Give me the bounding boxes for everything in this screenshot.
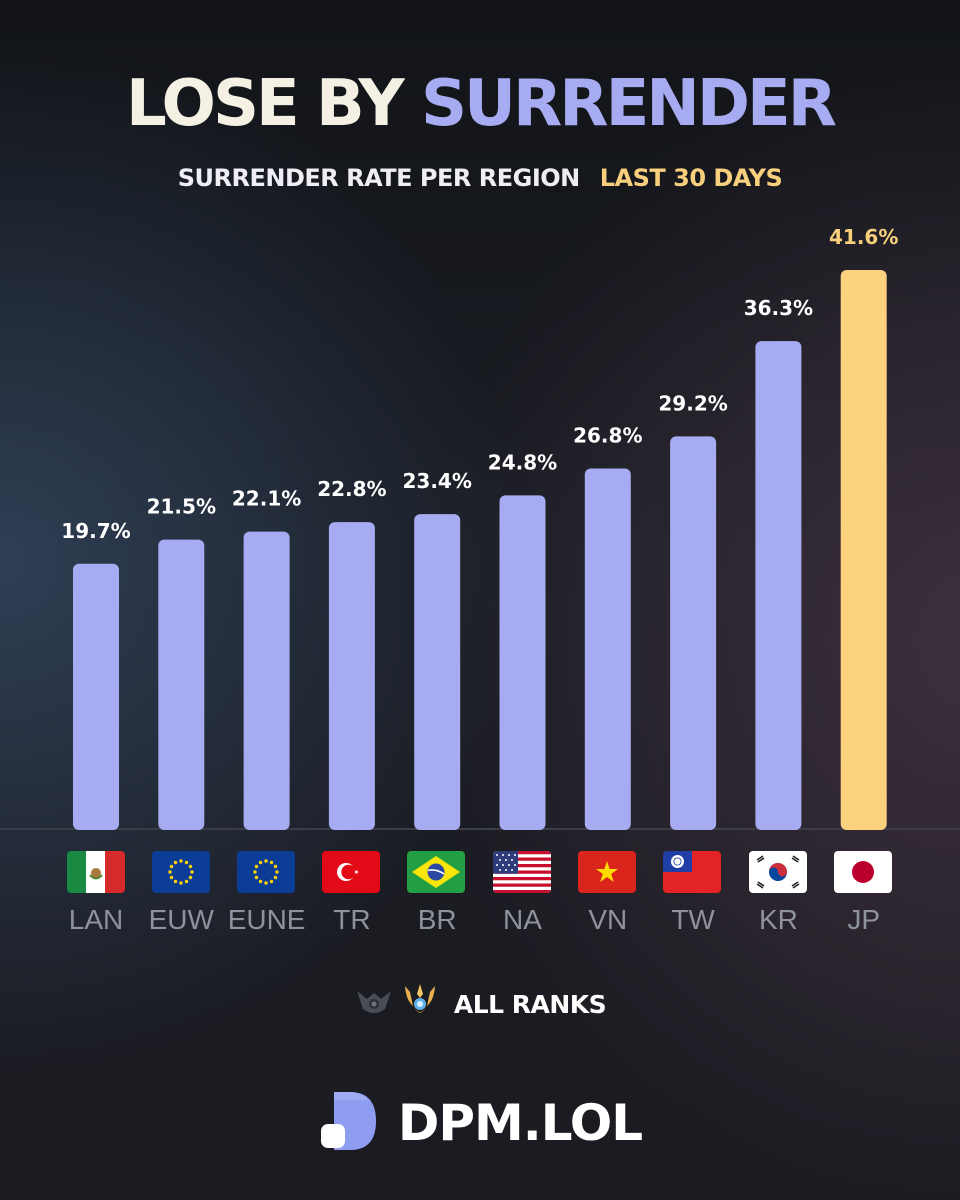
bar-na [499,495,546,830]
bar-vn [584,468,631,830]
page-title: LOSE BY SURRENDER [0,62,960,146]
south-korea-flag-icon [749,851,807,893]
value-label-euw: 21.5% [147,495,216,519]
brazil-flag-icon [407,851,465,893]
page-subtitle: SURRENDER RATE PER REGION LAST 30 DAYS [0,164,960,192]
rank-filter: ALL RANKS [0,982,960,1026]
value-label-br: 23.4% [403,469,472,493]
challenger-rank-emblem-icon [400,982,440,1026]
subtitle-period: LAST 30 DAYS [599,164,783,192]
bar-chart: 19.7% 21.5% 22.1% 22.8% 23.4% 24.8% 26.8% 29.2%… [0,225,960,830]
region-label-tw: TW [671,904,715,935]
region-label-br: BR [417,904,457,935]
bar-kr [755,341,802,830]
bar-lan [73,563,119,830]
eu-flag-icon [152,851,210,893]
bar-euw [158,539,205,830]
bar-tr [328,522,375,830]
title-part-lose-by: LOSE BY [126,67,405,141]
region-label-eune: EUNE [227,904,306,935]
brand-name: DPM.LOL [397,1094,643,1152]
title-part-surrender: SURRENDER [420,67,837,141]
region-label-na: NA [503,904,542,935]
iron-rank-emblem-icon [354,985,394,1023]
dpm-logo-icon [318,1090,380,1156]
value-label-eune: 22.1% [232,487,301,511]
japan-flag-icon [834,851,892,893]
bar-jp [840,270,887,830]
rank-filter-label: ALL RANKS [453,989,607,1019]
usa-flag-icon [493,851,551,893]
bar-br [414,514,461,830]
region-label-lan: LAN [68,904,124,935]
taiwan-flag-icon [663,851,721,893]
vietnam-flag-icon [578,851,636,893]
region-label-euw: EUW [148,904,214,935]
region-label-jp: JP [847,904,881,935]
region-label-tr: TR [333,904,371,935]
value-label-vn: 26.8% [573,424,642,448]
value-label-na: 24.8% [488,450,557,474]
value-label-kr: 36.3% [744,296,813,320]
bar-tw [670,436,717,830]
value-label-jp: 41.6% [829,225,898,249]
brand-footer: DPM.LOL [0,1090,960,1156]
turkey-flag-icon [322,851,380,893]
region-label-kr: KR [758,904,798,935]
region-label-vn: VN [588,904,628,935]
value-label-lan: 19.7% [61,519,130,543]
eu-flag-icon [237,851,295,893]
value-label-tr: 22.8% [317,477,386,501]
bar-eune [243,531,290,830]
value-label-tw: 29.2% [658,391,727,415]
mexico-flag-icon [67,851,125,893]
subtitle-metric: SURRENDER RATE PER REGION [177,164,581,192]
